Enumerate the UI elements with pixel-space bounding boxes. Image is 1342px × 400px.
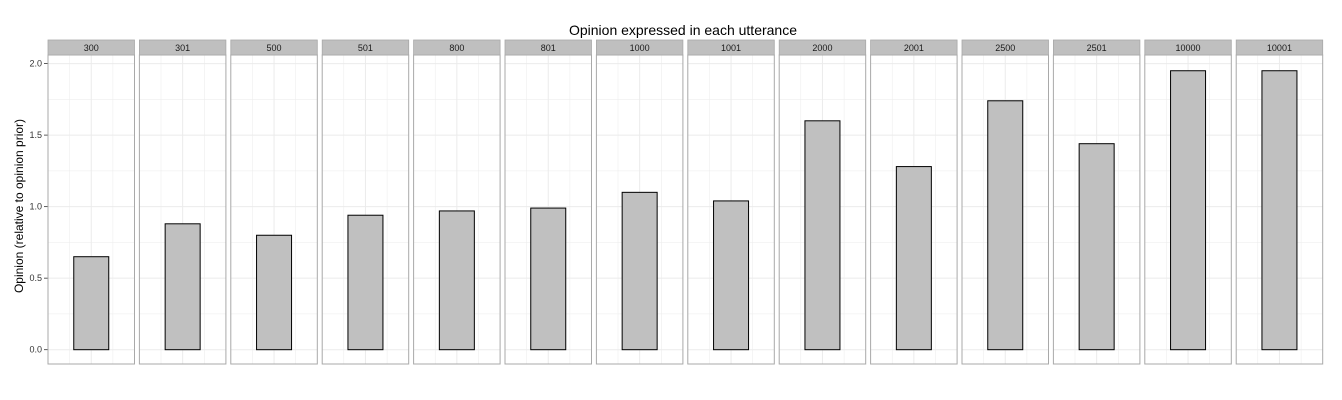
- facet-panel: 2500: [961, 39, 1049, 365]
- facet-strip: [961, 39, 1049, 56]
- bar: [895, 166, 932, 351]
- facet-panel: 2000: [778, 39, 867, 365]
- facet-strip: [1053, 39, 1141, 56]
- facet-strip-label: 10001: [1267, 43, 1292, 53]
- y-axis-ticks: 0.0 0.5 1.0 1.5 2.0: [29, 59, 48, 355]
- bar: [1261, 70, 1298, 351]
- facet-strip: [870, 39, 958, 56]
- facet-panel: 10001: [1235, 39, 1324, 365]
- facet-panel: 1000: [595, 39, 684, 365]
- facet-panel: 10000: [1144, 39, 1232, 365]
- facet-panel: 2001: [870, 39, 958, 365]
- bar: [621, 191, 658, 351]
- chart-title: Opinion expressed in each utterance: [569, 22, 797, 38]
- facet-strip-label: 1000: [630, 43, 650, 53]
- bar: [73, 256, 110, 351]
- facet-strip-label: 2000: [812, 43, 832, 53]
- facet-strip: [413, 39, 501, 56]
- bar: [1078, 143, 1115, 351]
- facet-strip: [1235, 39, 1324, 56]
- facet-strip-label: 1001: [721, 43, 741, 53]
- facet-panel: 301: [138, 39, 227, 365]
- facet-strip-label: 2501: [1087, 43, 1107, 53]
- facet-panel: 801: [504, 39, 592, 365]
- facet-strip: [504, 39, 592, 56]
- bar: [987, 100, 1024, 351]
- bar: [530, 207, 567, 351]
- bar: [347, 214, 384, 351]
- facet-strip-label: 800: [449, 43, 464, 53]
- y-tick-label: 1.0: [29, 202, 42, 212]
- facet-strip: [230, 39, 318, 56]
- facet-strip-label: 2001: [904, 43, 924, 53]
- y-tick-label: 0.0: [29, 345, 42, 355]
- facet-panel: 2501: [1052, 39, 1141, 365]
- facet-panel: 501: [321, 39, 410, 365]
- facet-panel: 1001: [687, 39, 775, 365]
- y-tick-label: 2.0: [29, 59, 42, 69]
- facet-strip: [1144, 39, 1232, 56]
- facet-strip-label: 300: [84, 43, 99, 53]
- facet-strip: [687, 39, 775, 56]
- y-tick-label: 1.5: [29, 130, 42, 140]
- bar: [804, 120, 841, 351]
- facet-strip: [778, 39, 867, 56]
- y-tick-label: 0.5: [29, 273, 42, 283]
- facet-strip-label: 2500: [995, 43, 1015, 53]
- facet-strip-label: 801: [541, 43, 556, 53]
- facet-strip-label: 500: [267, 43, 282, 53]
- bar: [164, 223, 201, 351]
- bar: [1170, 70, 1207, 351]
- facet-strip: [596, 39, 684, 56]
- facet-panels: 300 301 500 501 800 801 1000 1001 2000 2001 2500 25…: [47, 39, 1324, 365]
- facet-strip-label: 301: [175, 43, 190, 53]
- facet-strip-label: 501: [358, 43, 373, 53]
- facet-strip: [47, 39, 135, 56]
- y-axis-label: Opinion (relative to opinion prior): [12, 119, 26, 293]
- facet-panel: 800: [413, 39, 501, 365]
- bar: [713, 200, 750, 351]
- facet-panel: 300: [47, 39, 135, 365]
- bar: [256, 234, 293, 351]
- facet-strip: [321, 39, 410, 56]
- facet-panel: 500: [230, 39, 318, 365]
- facet-strip-label: 10000: [1176, 43, 1201, 53]
- facet-strip: [138, 39, 227, 56]
- bar: [438, 210, 475, 351]
